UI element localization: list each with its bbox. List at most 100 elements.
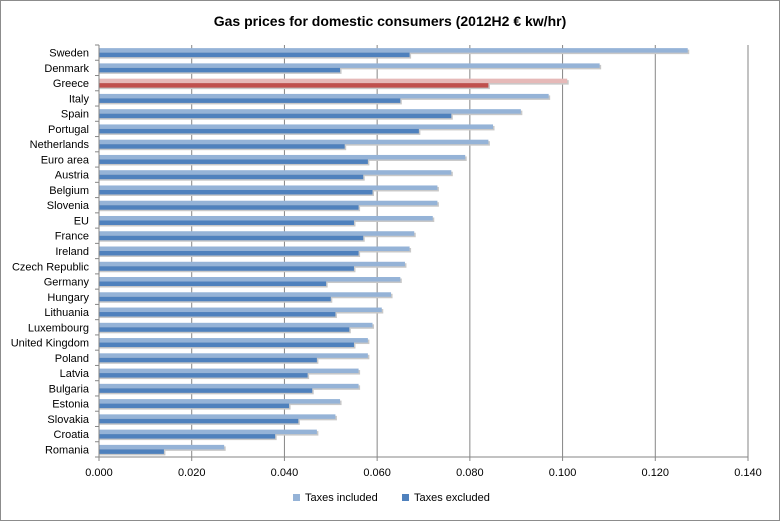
category-label: Croatia: [54, 429, 90, 441]
bar-taxes-excluded: [99, 67, 341, 73]
bar-taxes-excluded: [99, 205, 359, 210]
bar-taxes-included: [99, 353, 368, 358]
x-tick-label: 0.000: [85, 467, 113, 479]
category-label: Lithuania: [44, 307, 90, 319]
bar-taxes-included: [99, 261, 405, 267]
category-label: Estonia: [52, 399, 90, 411]
bar-taxes-included: [99, 307, 382, 313]
category-label: Slovakia: [47, 414, 89, 426]
bar-taxes-included: [99, 170, 452, 175]
bar-taxes-included: [99, 338, 368, 343]
category-label: Romania: [45, 444, 90, 456]
category-label: Portugal: [48, 124, 89, 136]
bar-taxes-included: [99, 277, 401, 282]
category-label: Czech Republic: [12, 261, 90, 273]
category-label: Poland: [55, 353, 89, 365]
category-label: Ireland: [55, 246, 89, 258]
bar-taxes-included: [99, 63, 600, 68]
bar-taxes-included: [99, 109, 521, 114]
bar-taxes-excluded: [99, 83, 489, 88]
bar-taxes-excluded: [99, 388, 313, 393]
bar-taxes-included: [99, 429, 317, 435]
bar-taxes-included: [99, 154, 466, 160]
x-tick-labels: 0.000 0.020 0.040 0.060 0.080 0.100 0.120 0.140: [85, 467, 762, 479]
bar-taxes-included: [99, 185, 438, 190]
bar-taxes-excluded: [99, 251, 359, 256]
x-tick-label: 0.100: [549, 467, 577, 479]
category-label: Latvia: [60, 368, 90, 380]
bar-taxes-excluded: [99, 235, 364, 241]
x-tick-label: 0.140: [734, 467, 762, 479]
bar-taxes-excluded: [99, 266, 354, 271]
x-tick-label: 0.080: [456, 467, 484, 479]
category-label: Belgium: [49, 185, 89, 197]
legend-label: Taxes included: [305, 492, 378, 504]
category-label: France: [55, 231, 89, 243]
bar-taxes-excluded: [99, 296, 331, 302]
legend: Taxes included Taxes excluded: [293, 492, 490, 504]
x-tick-label: 0.060: [363, 467, 391, 479]
bar-taxes-included: [99, 246, 410, 251]
x-tick-label: 0.120: [642, 467, 670, 479]
bar-taxes-excluded: [99, 312, 336, 317]
bar-taxes-included: [99, 368, 359, 374]
category-labels: Sweden Denmark Greece Italy Spain Portugal Net…: [11, 48, 90, 457]
bar-taxes-excluded: [99, 403, 290, 409]
category-label: Greece: [53, 78, 89, 90]
bar-taxes-included: [99, 292, 392, 297]
category-label: Austria: [55, 170, 90, 182]
bars: [99, 48, 690, 456]
category-label: Bulgaria: [49, 383, 90, 395]
bar-taxes-excluded: [99, 342, 354, 348]
bar-taxes-excluded: [99, 418, 299, 424]
category-label: Italy: [69, 93, 90, 105]
bar-taxes-included: [99, 231, 415, 236]
bar-taxes-excluded: [99, 113, 452, 119]
legend-swatch: [402, 494, 409, 501]
bar-taxes-excluded: [99, 98, 401, 103]
category-label: Germany: [44, 277, 90, 289]
bar-taxes-excluded: [99, 159, 368, 164]
category-label: Slovenia: [47, 200, 90, 212]
legend-label: Taxes excluded: [414, 492, 490, 504]
bar-taxes-excluded: [99, 281, 327, 287]
bar-taxes-excluded: [99, 189, 373, 195]
bar-taxes-excluded: [99, 449, 164, 454]
bar-taxes-excluded: [99, 357, 317, 363]
category-label: Luxembourg: [28, 322, 89, 334]
legend-swatch: [293, 494, 300, 501]
x-tick-label: 0.040: [271, 467, 299, 479]
category-label: United Kingdom: [11, 338, 89, 350]
bar-taxes-excluded: [99, 128, 419, 134]
bar-taxes-included: [99, 215, 433, 221]
category-label: Euro area: [41, 154, 90, 166]
bar-taxes-included: [99, 444, 225, 450]
bar-taxes-excluded: [99, 220, 354, 225]
bar-taxes-excluded: [99, 373, 308, 378]
bar-taxes-included: [99, 200, 438, 206]
bar-taxes-included: [99, 124, 494, 129]
category-label: Sweden: [49, 48, 89, 60]
bar-taxes-included: [99, 414, 336, 419]
category-label: Denmark: [44, 63, 89, 75]
bar-taxes-excluded: [99, 174, 364, 180]
category-label: EU: [74, 215, 89, 227]
axes: [95, 44, 749, 461]
bar-taxes-excluded: [99, 327, 350, 332]
bar-taxes-included: [99, 383, 359, 389]
bar-taxes-excluded: [99, 144, 345, 149]
bar-taxes-included: [99, 93, 549, 99]
bar-taxes-included: [99, 139, 489, 145]
bar-taxes-included: [99, 48, 688, 53]
bar-taxes-excluded: [99, 434, 276, 439]
bar-taxes-included: [99, 78, 568, 84]
bar-taxes-excluded: [99, 52, 410, 58]
category-label: Hungary: [47, 292, 89, 304]
x-tick-label: 0.020: [178, 467, 206, 479]
chart-title: Gas prices for domestic consumers (2012H…: [214, 13, 566, 29]
bar-taxes-included: [99, 399, 341, 404]
bar-taxes-included: [99, 322, 373, 328]
category-label: Spain: [61, 109, 89, 121]
